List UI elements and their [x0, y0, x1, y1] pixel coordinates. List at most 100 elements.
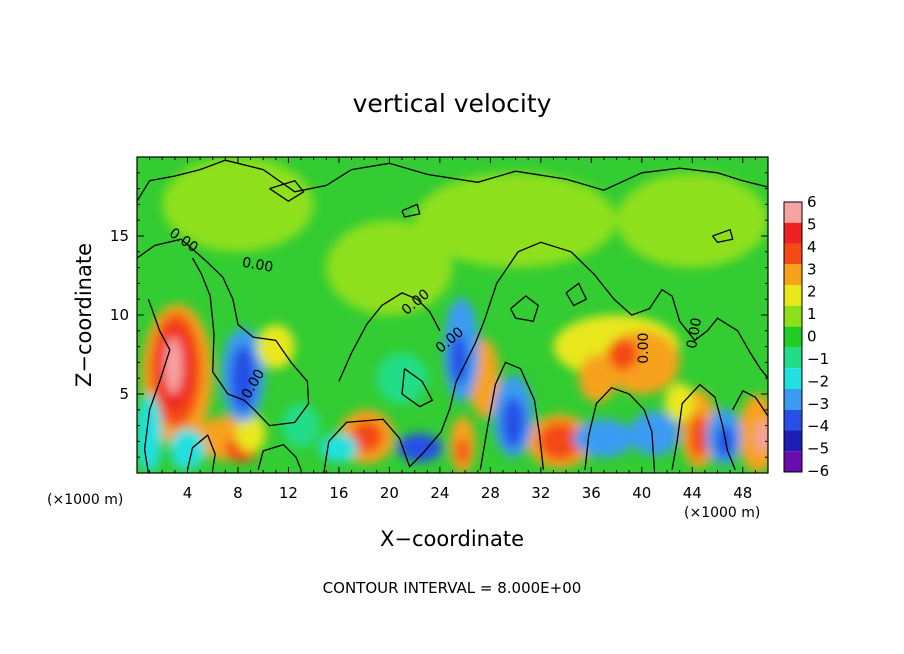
field-cell	[616, 172, 768, 268]
colorbar-label: −5	[807, 440, 829, 458]
colorbar-label: −2	[807, 372, 829, 390]
field-cell	[235, 414, 266, 453]
colorbar: 6 5 4 3 2 1 0 −1 −2 −3 −4 −5 −6	[783, 193, 829, 480]
field-cell	[376, 352, 428, 404]
colorbar-swatch	[784, 409, 802, 431]
colorbar-swatch	[784, 202, 802, 223]
colorbar-label: 0	[807, 328, 817, 346]
contour-label: 0.00	[241, 255, 274, 276]
colorbar-label: −6	[807, 462, 829, 480]
zero-contour	[510, 295, 540, 323]
x-unit-left: (×1000 m)	[47, 492, 123, 508]
velocity-field	[137, 157, 768, 473]
zero-contour	[401, 368, 434, 408]
y-axis-title: Z−coordinate	[72, 243, 96, 387]
zero-contours	[137, 159, 768, 473]
x-tick-label: 24	[430, 484, 449, 502]
field-cell	[137, 394, 163, 473]
colorbar-swatch	[784, 368, 802, 389]
x-tick-label: 48	[733, 484, 752, 502]
zero-contour	[338, 292, 441, 382]
colorbar-swatch	[784, 305, 802, 327]
plot-area: 0.000.000.000.000.00 0.00 0.00	[136, 156, 769, 474]
colorbar-swatch	[784, 451, 802, 472]
contour-interval-note: CONTOUR INTERVAL = 8.000E+00	[323, 579, 582, 597]
field-cell	[629, 411, 680, 456]
colorbar-swatch	[784, 326, 802, 348]
zero-contour	[323, 241, 768, 473]
field-cell	[607, 338, 639, 371]
colorbar-label: −3	[807, 395, 829, 413]
field-cell	[538, 422, 582, 461]
field-cell	[162, 157, 314, 252]
contour-label: 0.00	[636, 333, 652, 364]
zero-contour	[191, 257, 245, 401]
colorbar-swatch	[784, 347, 802, 369]
y-axis: 5 10 15	[110, 172, 768, 458]
x-axis-title: X−coordinate	[380, 527, 524, 551]
zero-contour	[137, 159, 768, 202]
field-cell	[738, 394, 768, 473]
zero-contour	[479, 361, 545, 470]
colorbar-swatch	[784, 430, 802, 452]
field-cell	[350, 420, 384, 453]
colorbar-frame	[783, 201, 803, 473]
zero-contour	[711, 228, 734, 244]
zero-contour	[732, 389, 768, 417]
field-cell	[256, 324, 295, 369]
zero-contour	[269, 179, 305, 202]
x-tick-label: 4	[183, 484, 193, 502]
zero-contour	[257, 443, 302, 471]
field-cell	[449, 333, 468, 385]
x-unit-right: (×1000 m)	[684, 505, 760, 521]
x-tick-label: 32	[531, 484, 550, 502]
x-tick-label: 36	[582, 484, 601, 502]
x-tick-label: 16	[329, 484, 348, 502]
chart-title: vertical velocity	[353, 89, 552, 118]
zero-contour	[186, 434, 216, 470]
colorbar-swatch	[784, 388, 802, 410]
x-tick-label: 44	[683, 484, 702, 502]
y-tick-label: 10	[110, 306, 129, 324]
x-tick-label: 8	[233, 484, 243, 502]
colorbar-swatch	[784, 222, 802, 244]
contour-label: 0.00	[684, 317, 705, 350]
zero-contour	[565, 282, 588, 307]
colorbar-swatch	[784, 285, 802, 306]
zero-contour	[143, 298, 171, 473]
colorbar-label: 3	[807, 260, 817, 278]
zero-contour	[584, 386, 656, 470]
field-cell	[396, 433, 443, 462]
x-tick-label: 40	[632, 484, 651, 502]
colorbar-label: 1	[807, 305, 817, 323]
field-cell	[282, 403, 320, 448]
field-cell	[501, 397, 525, 448]
field-cell	[456, 438, 469, 464]
contour-labels: 0.000.000.000.000.00 0.00 0.00	[166, 225, 705, 401]
colorbar-label: 2	[807, 283, 817, 301]
field-cell	[664, 382, 695, 421]
x-axis: 4 8 12 16 20 24 28 32 36 40 44 48	[149, 157, 756, 502]
field-cell	[230, 345, 256, 412]
colorbar-label: 6	[807, 193, 817, 211]
x-tick-label: 20	[380, 484, 399, 502]
colorbar-label: 5	[807, 215, 817, 233]
zero-contour	[401, 203, 421, 218]
colorbar-label: −1	[807, 350, 829, 368]
y-tick-label: 15	[110, 227, 129, 245]
y-tick-label: 5	[119, 385, 129, 403]
colorbar-label: −4	[807, 417, 829, 435]
field-cell	[755, 420, 768, 453]
field-cell	[689, 414, 708, 459]
zero-contour	[671, 383, 736, 471]
field-cell	[326, 220, 453, 315]
zero-contour	[137, 238, 310, 427]
field-cell	[414, 172, 617, 268]
x-tick-label: 12	[279, 484, 298, 502]
colorbar-label: 4	[807, 238, 817, 256]
colorbar-swatch	[784, 243, 802, 265]
x-tick-label: 28	[481, 484, 500, 502]
field-cell	[573, 419, 635, 458]
field-cell	[578, 354, 617, 402]
